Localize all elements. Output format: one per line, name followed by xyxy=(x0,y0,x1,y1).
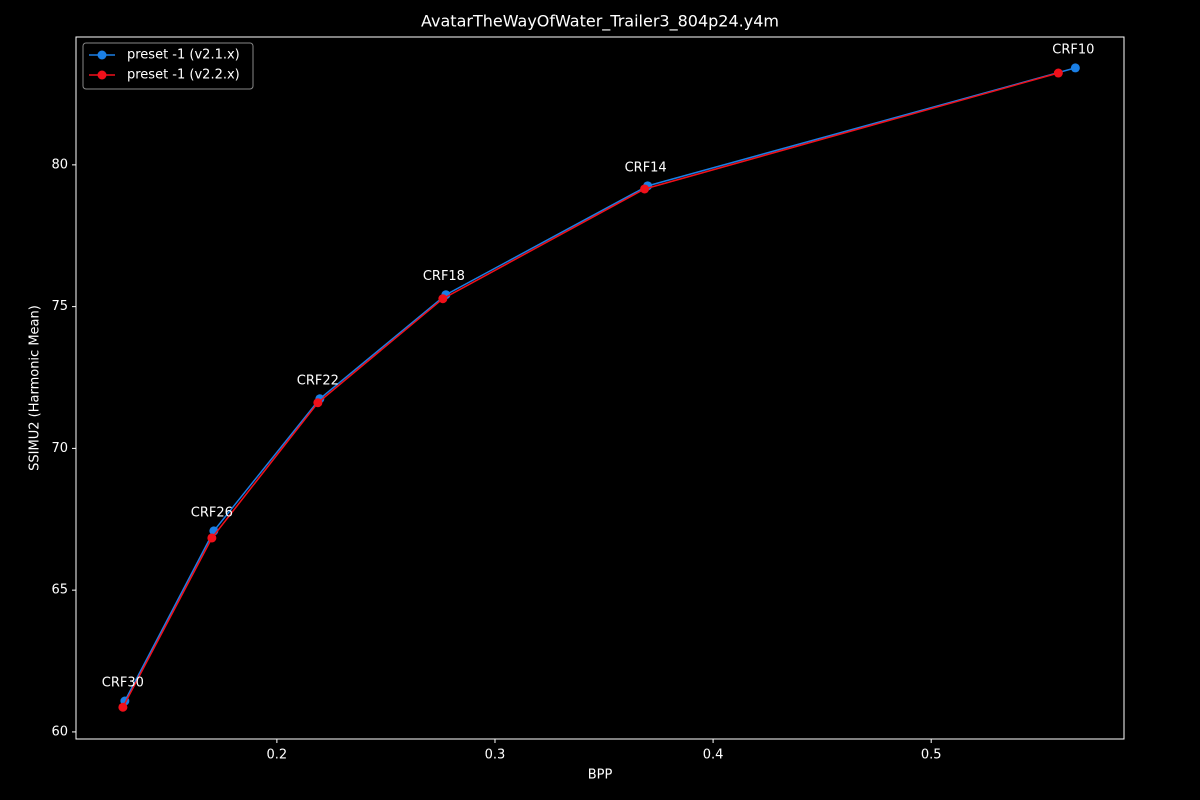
data-point xyxy=(313,398,323,408)
y-tick-label: 80 xyxy=(51,157,68,172)
annotation: CRF26 xyxy=(191,505,233,520)
data-point xyxy=(207,533,217,543)
annotation: CRF30 xyxy=(102,676,144,691)
series-line xyxy=(122,72,1059,708)
y-tick-label: 70 xyxy=(51,441,68,456)
annotation: CRF18 xyxy=(423,269,465,284)
y-tick-label: 60 xyxy=(51,724,68,739)
plot-frame xyxy=(75,36,1125,740)
annotation: CRF22 xyxy=(297,373,339,388)
legend-label: preset -1 (v2.2.x) xyxy=(127,68,240,83)
legend-label: preset -1 (v2.1.x) xyxy=(127,48,240,63)
data-point xyxy=(640,184,650,194)
series-line xyxy=(124,67,1076,702)
x-tick-label: 0.3 xyxy=(485,748,506,763)
data-point xyxy=(438,294,448,304)
chart-title: AvatarTheWayOfWater_Trailer3_804p24.y4m xyxy=(421,12,779,32)
x-tick-label: 0.4 xyxy=(703,748,724,763)
x-tick-label: 0.5 xyxy=(921,748,942,763)
y-axis-label: SSIMU2 (Harmonic Mean) xyxy=(28,305,43,471)
x-tick-label: 0.2 xyxy=(267,748,288,763)
legend-marker xyxy=(97,50,107,60)
x-axis-label: BPP xyxy=(588,768,613,783)
legend-marker xyxy=(97,70,107,80)
y-tick-label: 65 xyxy=(51,583,68,598)
annotation: CRF10 xyxy=(1052,42,1094,57)
data-point xyxy=(1070,63,1080,73)
y-tick-label: 75 xyxy=(51,299,68,314)
data-point xyxy=(118,702,128,712)
data-point xyxy=(1053,68,1063,78)
legend-box xyxy=(82,42,254,90)
annotation: CRF14 xyxy=(625,160,667,175)
